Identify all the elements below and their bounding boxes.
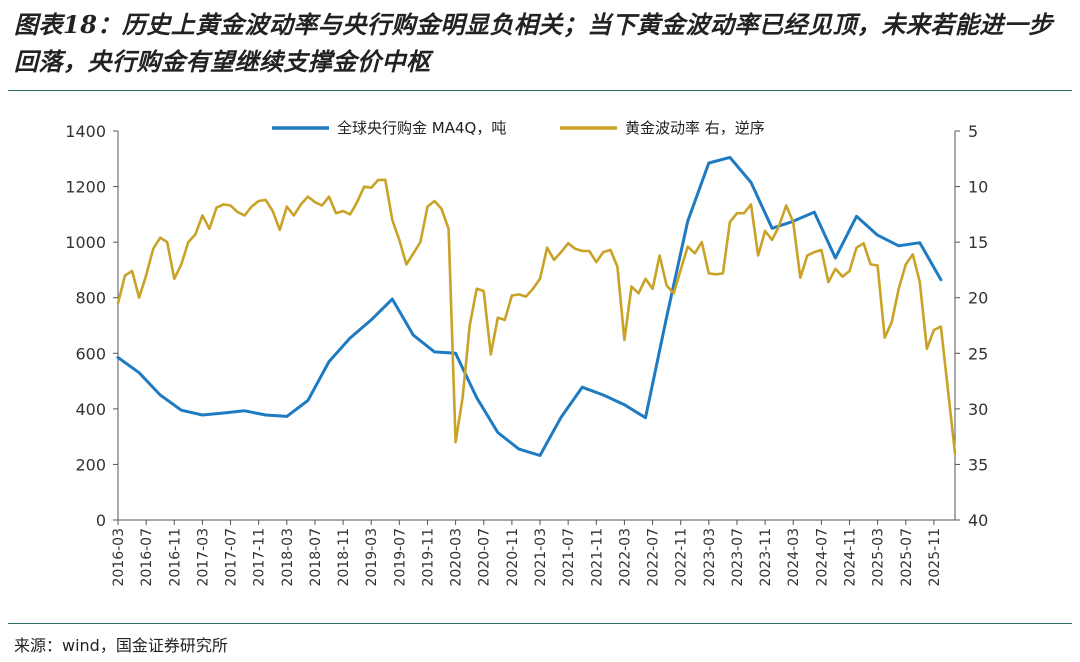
x-tick-label: 2025-11: [927, 528, 943, 587]
x-tick-label: 2023-11: [758, 528, 774, 587]
x-tick-label: 2024-03: [786, 528, 802, 587]
y-left-tick-label: 600: [75, 344, 106, 363]
x-tick-label: 2016-07: [139, 528, 155, 587]
top-divider: [8, 90, 1072, 91]
y-right-tick-label: 35: [968, 455, 988, 474]
y-left-tick-label: 1000: [65, 233, 106, 252]
legend-label-central-bank-gold: 全球央行购金 MA4Q，吨: [337, 119, 506, 137]
legend: 全球央行购金 MA4Q，吨 黄金波动率 右，逆序: [272, 119, 765, 137]
x-tick-label: 2025-07: [899, 528, 915, 587]
x-tick-label: 2021-03: [533, 528, 549, 587]
x-tick-label: 2022-07: [646, 528, 662, 587]
x-tick-label: 2025-03: [871, 528, 887, 587]
y-left-tick-label: 200: [75, 455, 106, 474]
x-tick-label: 2024-07: [814, 528, 830, 587]
y-left-tick-label: 800: [75, 289, 106, 308]
x-tick-label: 2020-07: [477, 528, 493, 587]
x-tick-label: 2017-03: [195, 528, 211, 587]
x-tick-label: 2019-03: [364, 528, 380, 587]
x-tick-label: 2017-11: [252, 528, 268, 587]
x-tick-label: 2021-07: [561, 528, 577, 587]
line-chart: 全球央行购金 MA4Q，吨 黄金波动率 右，逆序 0 200 400 600 800 100…: [65, 119, 988, 587]
x-tick-label: 2023-07: [730, 528, 746, 587]
x-tick-label: 2018-11: [336, 528, 352, 587]
chart-title: 图表18：历史上黄金波动率与央行购金明显负相关；当下黄金波动率已经见顶，未来若能…: [14, 10, 1053, 76]
y-right-tick-label: 10: [968, 178, 988, 197]
y-right-tick-label: 20: [968, 289, 988, 308]
y-left-tick-label: 1200: [65, 178, 106, 197]
x-tick-label: 2023-03: [702, 528, 718, 587]
x-tick-label: 2016-03: [111, 528, 127, 587]
x-tick-label: 2019-07: [392, 528, 408, 587]
y-right-tick-label: 30: [968, 400, 988, 419]
axes: 0 200 400 600 800 1000 1200 1400 5 10 15 20 25 30 35 40…: [65, 122, 988, 587]
source-note: 来源：wind，国金证券研究所: [14, 636, 228, 655]
x-tick-label: 2024-11: [842, 528, 858, 587]
y-left-tick-label: 0: [96, 511, 106, 530]
x-tick-label: 2018-07: [308, 528, 324, 587]
x-tick-label: 2022-11: [674, 528, 690, 587]
x-tick-label: 2016-11: [167, 528, 183, 587]
series-line-central-bank-gold: [116, 155, 943, 457]
y-right-tick-label: 40: [968, 511, 988, 530]
x-tick-label: 2018-03: [280, 528, 296, 587]
y-right-tick-label: 15: [968, 233, 988, 252]
legend-label-gold-volatility: 黄金波动率 右，逆序: [625, 119, 765, 137]
y-left-tick-label: 400: [75, 400, 106, 419]
y-right-tick-label: 5: [968, 122, 978, 141]
series-line-gold-volatility: [116, 178, 957, 455]
x-tick-label: 2017-07: [224, 528, 240, 587]
series-lines: [116, 155, 957, 457]
x-tick-label: 2022-03: [617, 528, 633, 587]
x-tick-label: 2021-11: [589, 528, 605, 587]
x-tick-label: 2020-11: [505, 528, 521, 587]
x-tick-label: 2020-03: [449, 528, 465, 587]
y-right-tick-label: 25: [968, 344, 988, 363]
bottom-divider: [8, 623, 1072, 624]
x-tick-label: 2019-11: [420, 528, 436, 587]
y-left-tick-label: 1400: [65, 122, 106, 141]
